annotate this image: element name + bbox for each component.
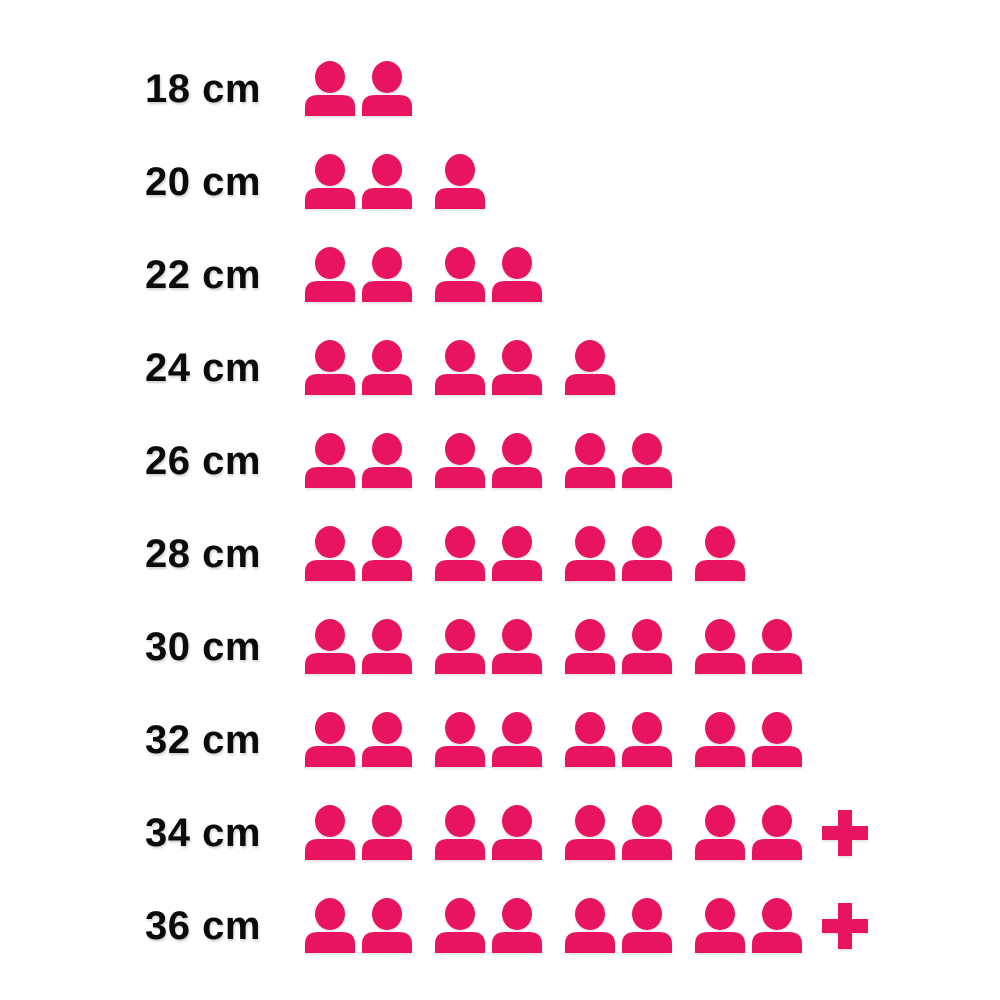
person-icon <box>622 805 672 860</box>
person-icon <box>362 433 412 488</box>
person-icon <box>492 712 542 767</box>
person-icon <box>492 526 542 581</box>
person-icon <box>435 805 485 860</box>
person-icon <box>695 805 745 860</box>
person-icon <box>362 619 412 674</box>
person-icon <box>695 898 745 953</box>
person-icon <box>362 340 412 395</box>
person-icon <box>435 247 485 302</box>
person-icon <box>362 898 412 953</box>
plus-icon <box>822 809 868 856</box>
pictogram-row: 24 cm <box>0 321 1000 414</box>
person-icon <box>752 898 802 953</box>
row-label: 20 cm <box>145 159 261 204</box>
person-icon <box>305 805 355 860</box>
person-icon <box>492 805 542 860</box>
person-icon <box>435 433 485 488</box>
pictogram-row: 32 cm <box>0 693 1000 786</box>
pictogram-row: 36 cm <box>0 879 1000 972</box>
person-icon <box>622 898 672 953</box>
person-icon <box>622 433 672 488</box>
person-icon <box>492 340 542 395</box>
row-label: 30 cm <box>145 624 261 669</box>
person-icon <box>305 712 355 767</box>
person-icon <box>435 154 485 209</box>
person-icon <box>565 619 615 674</box>
person-icon <box>752 712 802 767</box>
person-icon <box>435 526 485 581</box>
person-icon <box>305 247 355 302</box>
icon-row <box>305 154 485 209</box>
person-icon <box>752 805 802 860</box>
row-label: 26 cm <box>145 438 261 483</box>
icon-row <box>305 340 615 395</box>
icon-row <box>305 619 802 674</box>
person-icon <box>435 340 485 395</box>
icon-row <box>305 805 868 860</box>
row-label: 22 cm <box>145 252 261 297</box>
person-icon <box>622 712 672 767</box>
person-icon <box>362 154 412 209</box>
pictogram-row: 22 cm <box>0 228 1000 321</box>
person-icon <box>492 898 542 953</box>
person-icon <box>435 619 485 674</box>
icon-row <box>305 898 868 953</box>
pictogram-chart: 18 cm 20 cm 22 cm 24 cm 26 cm 28 cm 30 cm 32 cm… <box>0 42 1000 972</box>
person-icon <box>622 526 672 581</box>
person-icon <box>695 619 745 674</box>
pictogram-row: 26 cm <box>0 414 1000 507</box>
pictogram-row: 28 cm <box>0 507 1000 600</box>
person-icon <box>695 712 745 767</box>
row-label: 32 cm <box>145 717 261 762</box>
person-icon <box>435 898 485 953</box>
pictogram-row: 20 cm <box>0 135 1000 228</box>
row-label: 18 cm <box>145 66 261 111</box>
person-icon <box>492 433 542 488</box>
person-icon <box>305 61 355 116</box>
person-icon <box>305 619 355 674</box>
person-icon <box>492 619 542 674</box>
person-icon <box>435 712 485 767</box>
person-icon <box>305 898 355 953</box>
person-icon <box>362 247 412 302</box>
person-icon <box>695 526 745 581</box>
person-icon <box>565 805 615 860</box>
row-label: 36 cm <box>145 903 261 948</box>
row-label: 24 cm <box>145 345 261 390</box>
plus-icon <box>822 902 868 949</box>
icon-row <box>305 433 672 488</box>
person-icon <box>565 898 615 953</box>
pictogram-row: 34 cm <box>0 786 1000 879</box>
person-icon <box>305 526 355 581</box>
pictogram-row: 30 cm <box>0 600 1000 693</box>
person-icon <box>305 433 355 488</box>
person-icon <box>305 154 355 209</box>
row-label: 28 cm <box>145 531 261 576</box>
person-icon <box>565 712 615 767</box>
person-icon <box>492 247 542 302</box>
person-icon <box>362 805 412 860</box>
person-icon <box>362 526 412 581</box>
person-icon <box>305 340 355 395</box>
person-icon <box>362 61 412 116</box>
person-icon <box>565 526 615 581</box>
person-icon <box>362 712 412 767</box>
icon-row <box>305 247 542 302</box>
icon-row <box>305 712 802 767</box>
person-icon <box>752 619 802 674</box>
icon-row <box>305 61 412 116</box>
pictogram-row: 18 cm <box>0 42 1000 135</box>
person-icon <box>565 433 615 488</box>
person-icon <box>622 619 672 674</box>
person-icon <box>565 340 615 395</box>
icon-row <box>305 526 745 581</box>
row-label: 34 cm <box>145 810 261 855</box>
